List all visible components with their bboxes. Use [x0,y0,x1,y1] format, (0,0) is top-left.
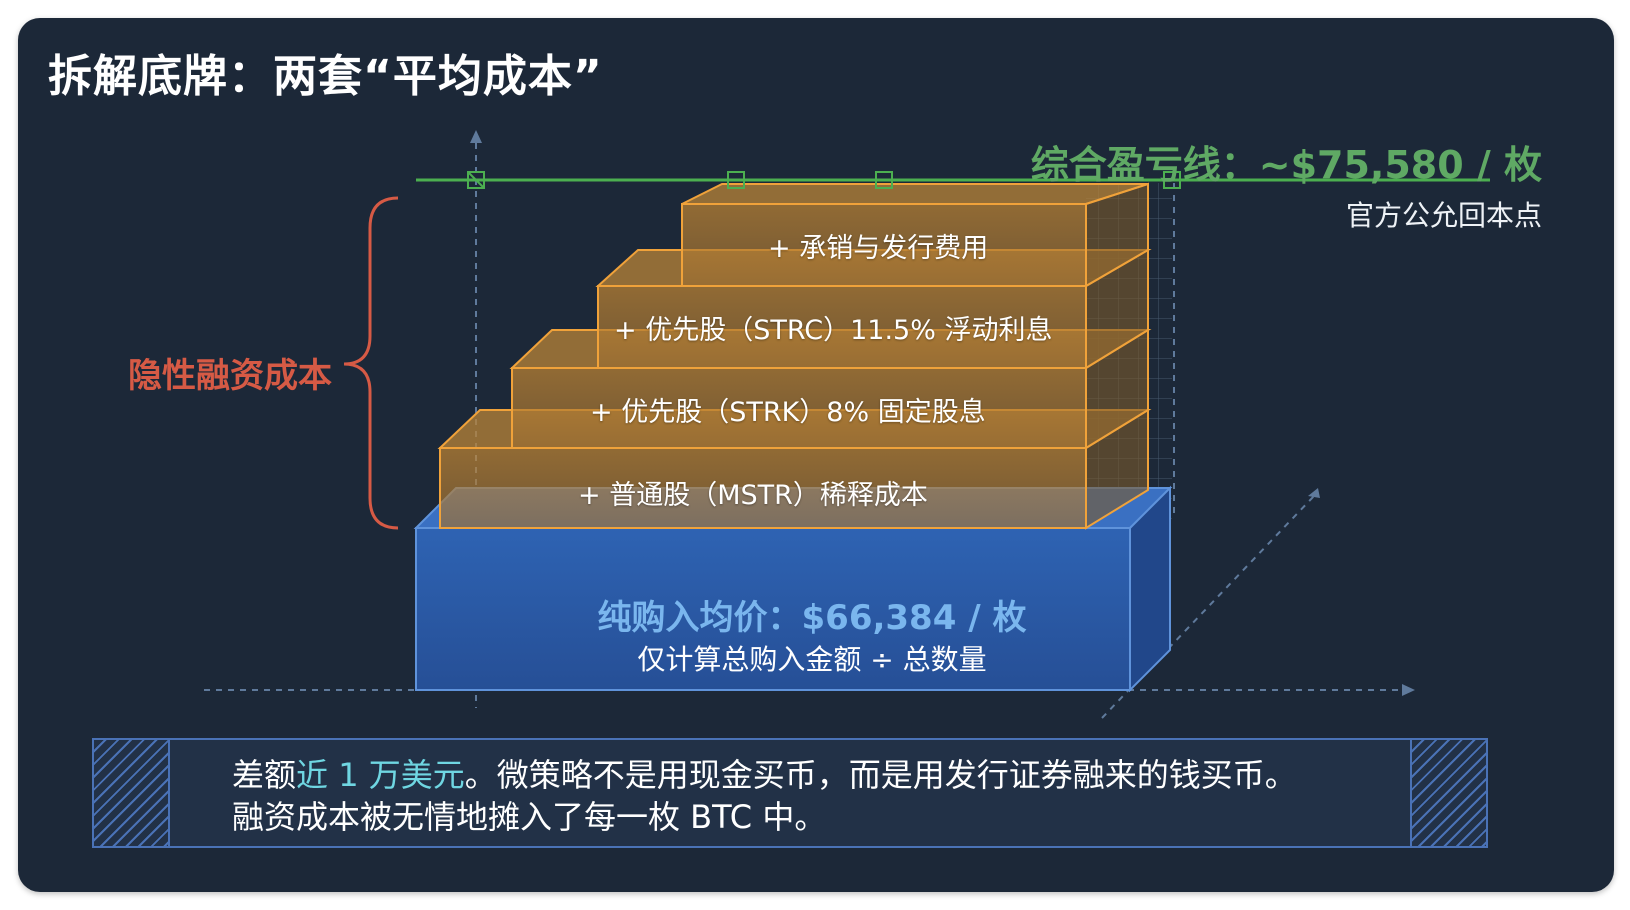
hidden-cost-brace [343,196,399,530]
layer-label-underwriting: + 承销与发行费用 [768,233,989,264]
breakeven-sublabel: 官方公允回本点 [1345,199,1542,232]
hatch-decoration-left [94,740,170,846]
breakeven-label: 综合盈亏线：~$75,580 / 枚 [1030,143,1542,187]
breakeven-line [416,171,1490,189]
summary-suffix: 。微策略不是用现金买币，而是用发行证券融来的钱买币。 [464,756,1297,794]
base-subtitle: 仅计算总购入金额 ÷ 总数量 [637,643,987,676]
page-title: 拆解底牌：两套“平均成本” [48,51,603,102]
layer-label-strk: + 优先股（STRK）8% 固定股息 [590,397,986,428]
cost-stack-diagram [204,130,1490,719]
layer-label-mstr: + 普通股（MSTR）稀释成本 [578,480,928,511]
hidden-cost-label: 隐性融资成本 [128,356,332,396]
summary-line-2: 融资成本被无情地摊入了每一枚 BTC 中。 [232,798,827,836]
summary-prefix: 差额 [232,756,297,794]
summary-text: 差额近 1 万美元。微策略不是用现金买币，而是用发行证券融来的钱买币。 融资成本… [232,754,1297,838]
layer-block-1 [681,182,1149,288]
layer-label-strc: + 优先股（STRC）11.5% 浮动利息 [614,315,1053,346]
hatch-decoration-right [1410,740,1486,846]
summary-highlight: 近 1 万美元 [296,756,465,794]
base-average-price: 纯购入均价：$66,384 / 枚 [597,598,1027,638]
slide-card: 拆解底牌：两套“平均成本” [18,18,1614,892]
summary-note: 差额近 1 万美元。微策略不是用现金买币，而是用发行证券融来的钱买币。 融资成本… [92,738,1488,848]
summary-line-1: 差额近 1 万美元。微策略不是用现金买币，而是用发行证券融来的钱买币。 [232,754,1297,796]
